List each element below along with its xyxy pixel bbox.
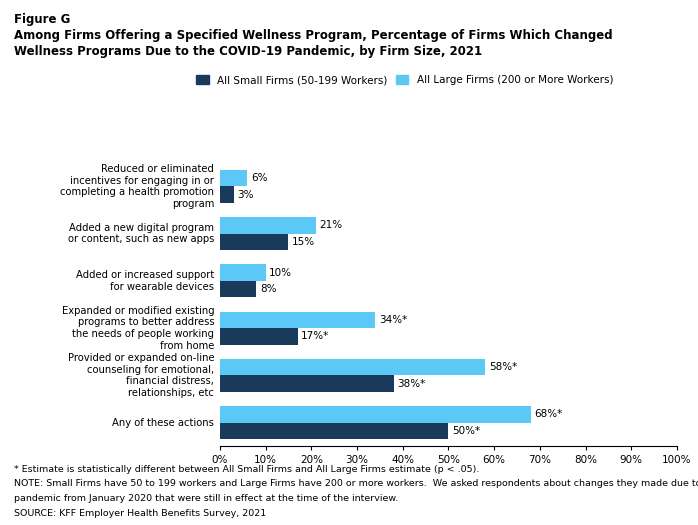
Bar [220,186,234,203]
Text: 58%*: 58%* [489,362,517,372]
Bar [220,170,247,186]
Text: 68%*: 68%* [535,410,563,419]
Bar [220,328,297,344]
Bar [220,217,316,234]
Text: 10%: 10% [269,268,292,278]
Text: Among Firms Offering a Specified Wellness Program, Percentage of Firms Which Cha: Among Firms Offering a Specified Wellnes… [14,29,613,42]
Bar [220,281,256,297]
Text: NOTE: Small Firms have 50 to 199 workers and Large Firms have 200 or more worker: NOTE: Small Firms have 50 to 199 workers… [14,479,698,488]
Text: 3%: 3% [237,190,254,200]
Text: pandemic from January 2020 that were still in effect at the time of the intervie: pandemic from January 2020 that were sti… [14,494,399,503]
Text: Figure G: Figure G [14,13,70,26]
Text: 38%*: 38%* [397,379,426,388]
Text: 50%*: 50%* [452,426,480,436]
Text: Wellness Programs Due to the COVID-19 Pandemic, by Firm Size, 2021: Wellness Programs Due to the COVID-19 Pa… [14,45,482,58]
Text: SOURCE: KFF Employer Health Benefits Survey, 2021: SOURCE: KFF Employer Health Benefits Sur… [14,509,266,518]
Text: 8%: 8% [260,284,276,294]
Bar [220,234,288,250]
Bar [220,375,394,392]
Text: * Estimate is statistically different between All Small Firms and All Large Firm: * Estimate is statistically different be… [14,465,480,474]
Bar [220,359,485,375]
Bar [220,264,265,281]
Bar [220,423,448,439]
Text: 17%*: 17%* [302,331,329,341]
Text: 21%: 21% [320,220,343,230]
Bar [220,311,376,328]
Text: 34%*: 34%* [379,315,407,325]
Bar [220,406,530,423]
Text: 15%: 15% [292,237,315,247]
Legend: All Small Firms (50-199 Workers), All Large Firms (200 or More Workers): All Small Firms (50-199 Workers), All La… [192,71,618,89]
Text: 6%: 6% [251,173,267,183]
